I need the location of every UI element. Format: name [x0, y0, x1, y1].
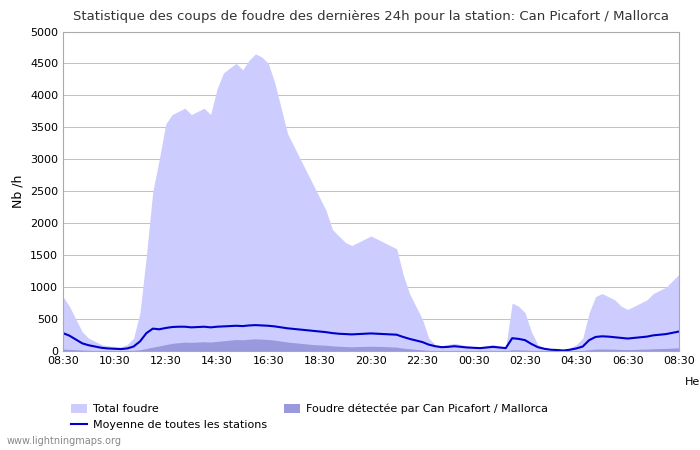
- Text: Heure: Heure: [685, 377, 700, 387]
- Y-axis label: Nb /h: Nb /h: [11, 175, 25, 208]
- Legend: Total foudre, Moyenne de toutes les stations, Foudre détectée par Can Picafort /: Total foudre, Moyenne de toutes les stat…: [66, 400, 552, 435]
- Title: Statistique des coups de foudre des dernières 24h pour la station: Can Picafort : Statistique des coups de foudre des dern…: [73, 10, 669, 23]
- Text: www.lightningmaps.org: www.lightningmaps.org: [7, 436, 122, 446]
